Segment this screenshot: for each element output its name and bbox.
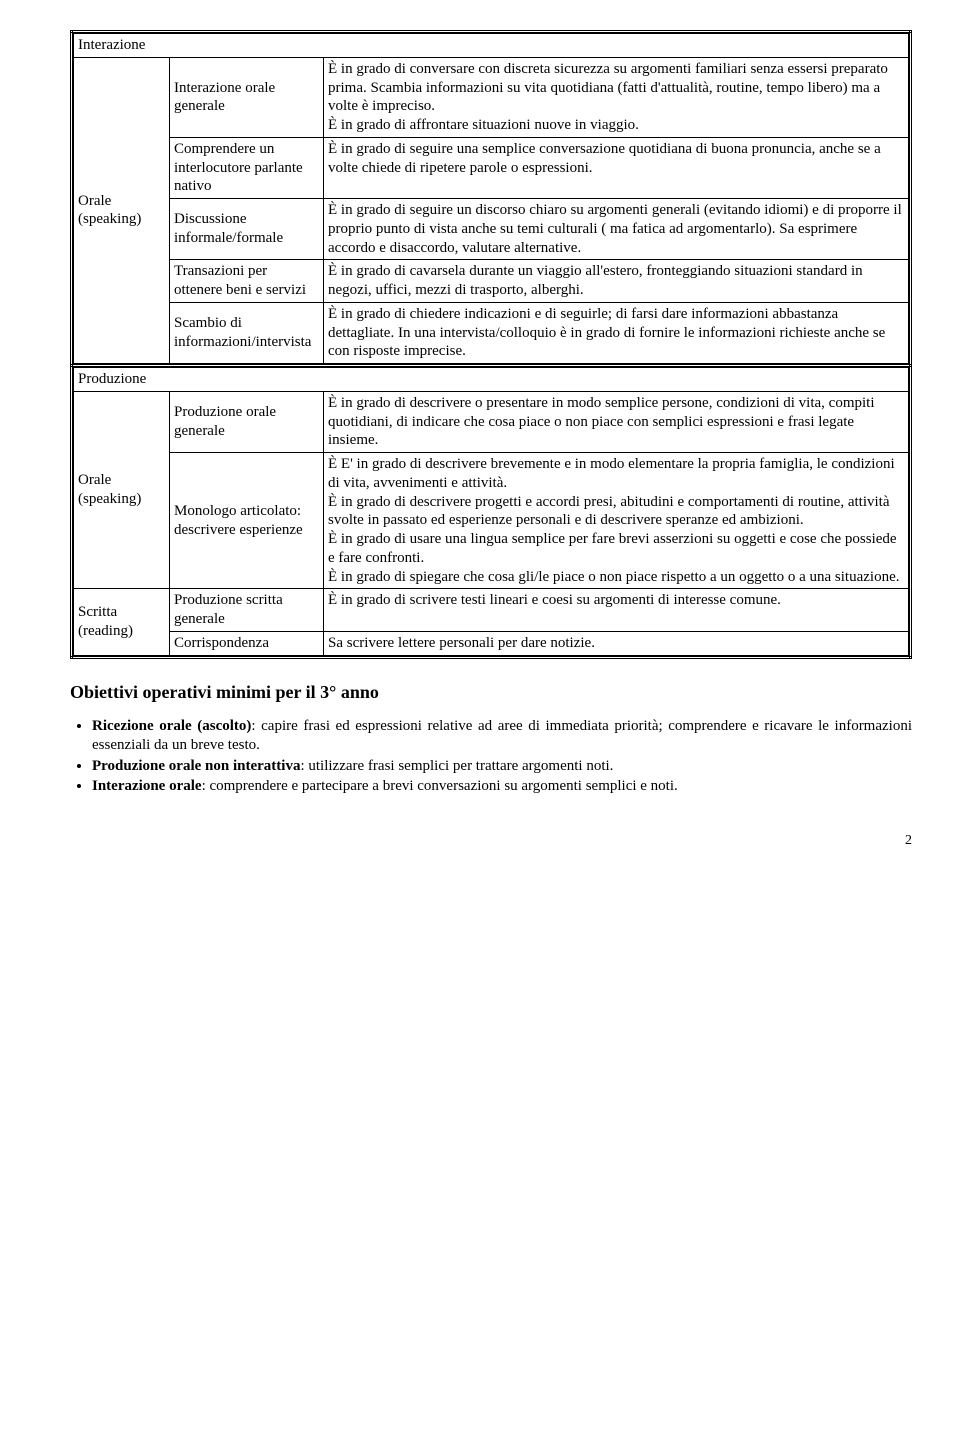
interazione-skill-label: Orale (speaking) <box>74 57 170 363</box>
produzione-scritta-sub-1: Corrispondenza <box>170 631 324 655</box>
objective-item-1: Produzione orale non interattiva: utiliz… <box>92 757 912 776</box>
produzione-orale-desc-0: È in grado di descrivere o presentare in… <box>324 391 909 452</box>
objective-item-2: Interazione orale: comprendere e parteci… <box>92 777 912 796</box>
interazione-sub-1: Comprendere un interlocutore parlante na… <box>170 137 324 198</box>
interazione-header: Interazione <box>74 34 909 58</box>
produzione-scritta-label: Scritta (reading) <box>74 589 170 655</box>
produzione-orale-sub-1: Monologo articolato: descrivere esperien… <box>170 453 324 589</box>
interazione-sub-3: Transazioni per ottenere beni e servizi <box>170 260 324 303</box>
produzione-orale-desc-1: È E' in grado di descrivere brevemente e… <box>324 453 909 589</box>
objective-bold-1: Produzione orale non interattiva <box>92 758 300 774</box>
produzione-orale-label: Orale (speaking) <box>74 391 170 589</box>
interazione-sub-2: Discussione informale/formale <box>170 199 324 260</box>
produzione-scritta-sub-0: Produzione scritta generale <box>170 589 324 632</box>
objective-bold-0: Ricezione orale (ascolto) <box>92 718 251 734</box>
interazione-table: Interazione Orale (speaking) Interazione… <box>70 30 912 659</box>
objective-bold-2: Interazione orale <box>92 778 202 794</box>
interazione-desc-0: È in grado di conversare con discreta si… <box>324 57 909 137</box>
page-number: 2 <box>70 832 912 850</box>
objective-rest-1: : utilizzare frasi semplici per trattare… <box>300 758 613 774</box>
interazione-desc-1: È in grado di seguire una semplice conve… <box>324 137 909 198</box>
produzione-header: Produzione <box>74 368 909 392</box>
interazione-sub-0: Interazione orale generale <box>170 57 324 137</box>
objective-rest-2: : comprendere e partecipare a brevi conv… <box>202 778 678 794</box>
interazione-desc-2: È in grado di seguire un discorso chiaro… <box>324 199 909 260</box>
objectives-heading: Obiettivi operativi minimi per il 3° ann… <box>70 681 912 704</box>
produzione-scritta-desc-0: È in grado di scrivere testi lineari e c… <box>324 589 909 632</box>
interazione-desc-3: È in grado di cavarsela durante un viagg… <box>324 260 909 303</box>
objective-item-0: Ricezione orale (ascolto): capire frasi … <box>92 717 912 755</box>
produzione-orale-sub-0: Produzione orale generale <box>170 391 324 452</box>
interazione-desc-4: È in grado di chiedere indicazioni e di … <box>324 302 909 363</box>
objectives-list: Ricezione orale (ascolto): capire frasi … <box>92 717 912 796</box>
interazione-sub-4: Scambio di informazioni/intervista <box>170 302 324 363</box>
produzione-scritta-desc-1: Sa scrivere lettere personali per dare n… <box>324 631 909 655</box>
